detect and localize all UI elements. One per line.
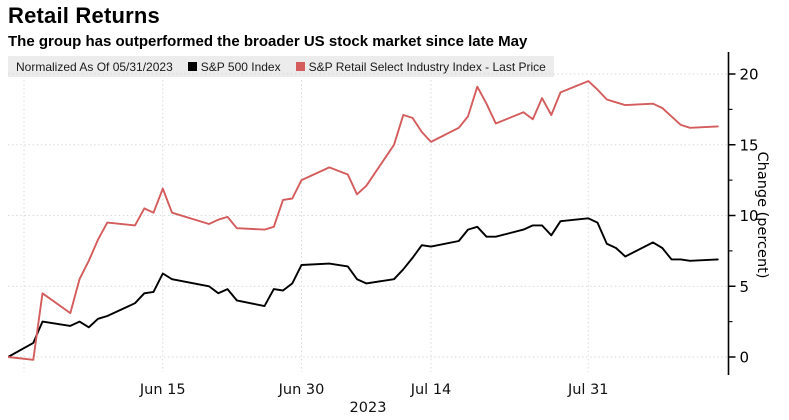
y-tick-label: 15 (740, 136, 759, 154)
x-tick-label: Jun 30 (278, 382, 325, 398)
page-title: Retail Returns (8, 3, 160, 28)
legend-normalized-note: Normalized As Of 05/31/2023 (16, 59, 173, 74)
series-line-sp500 (8, 217, 719, 358)
y-tick-label: 5 (740, 278, 750, 296)
x-tick-label: Jul 14 (410, 382, 452, 398)
line-chart: 0 5 10 15 20 Jun 15 Jun 30 Jul 14 Jul 31 2023 Chan… (8, 42, 789, 416)
series-line-retail (8, 80, 719, 361)
legend-item-retail: S&P Retail Select Industry Index - Last … (295, 59, 546, 74)
chart-svg: 0 5 10 15 20 Jun 15 Jun 30 Jul 14 Jul 31 2023 Chan… (8, 52, 770, 416)
legend-item-label: S&P 500 Index (200, 59, 281, 74)
x-axis-year-label: 2023 (350, 400, 387, 416)
chart-legend: Normalized As Of 05/31/2023 S&P 500 Inde… (8, 56, 554, 77)
y-tick-label: 0 (740, 349, 750, 367)
page-subtitle: The group has outperformed the broader U… (8, 32, 528, 50)
sp500-swatch-icon (187, 62, 197, 71)
x-tick-label: Jul 31 (567, 382, 609, 398)
chart-header: Retail Returns The group has outperforme… (8, 2, 768, 50)
legend-item-sp500: S&P 500 Index (187, 59, 281, 74)
y-tick-label: 10 (740, 207, 759, 225)
x-tick-label: Jun 15 (139, 382, 186, 398)
legend-item-label: S&P Retail Select Industry Index - Last … (308, 59, 546, 74)
y-tick-label: 20 (740, 66, 759, 84)
retail-swatch-icon (295, 62, 305, 71)
y-axis-title: Change (percent) (754, 152, 770, 279)
